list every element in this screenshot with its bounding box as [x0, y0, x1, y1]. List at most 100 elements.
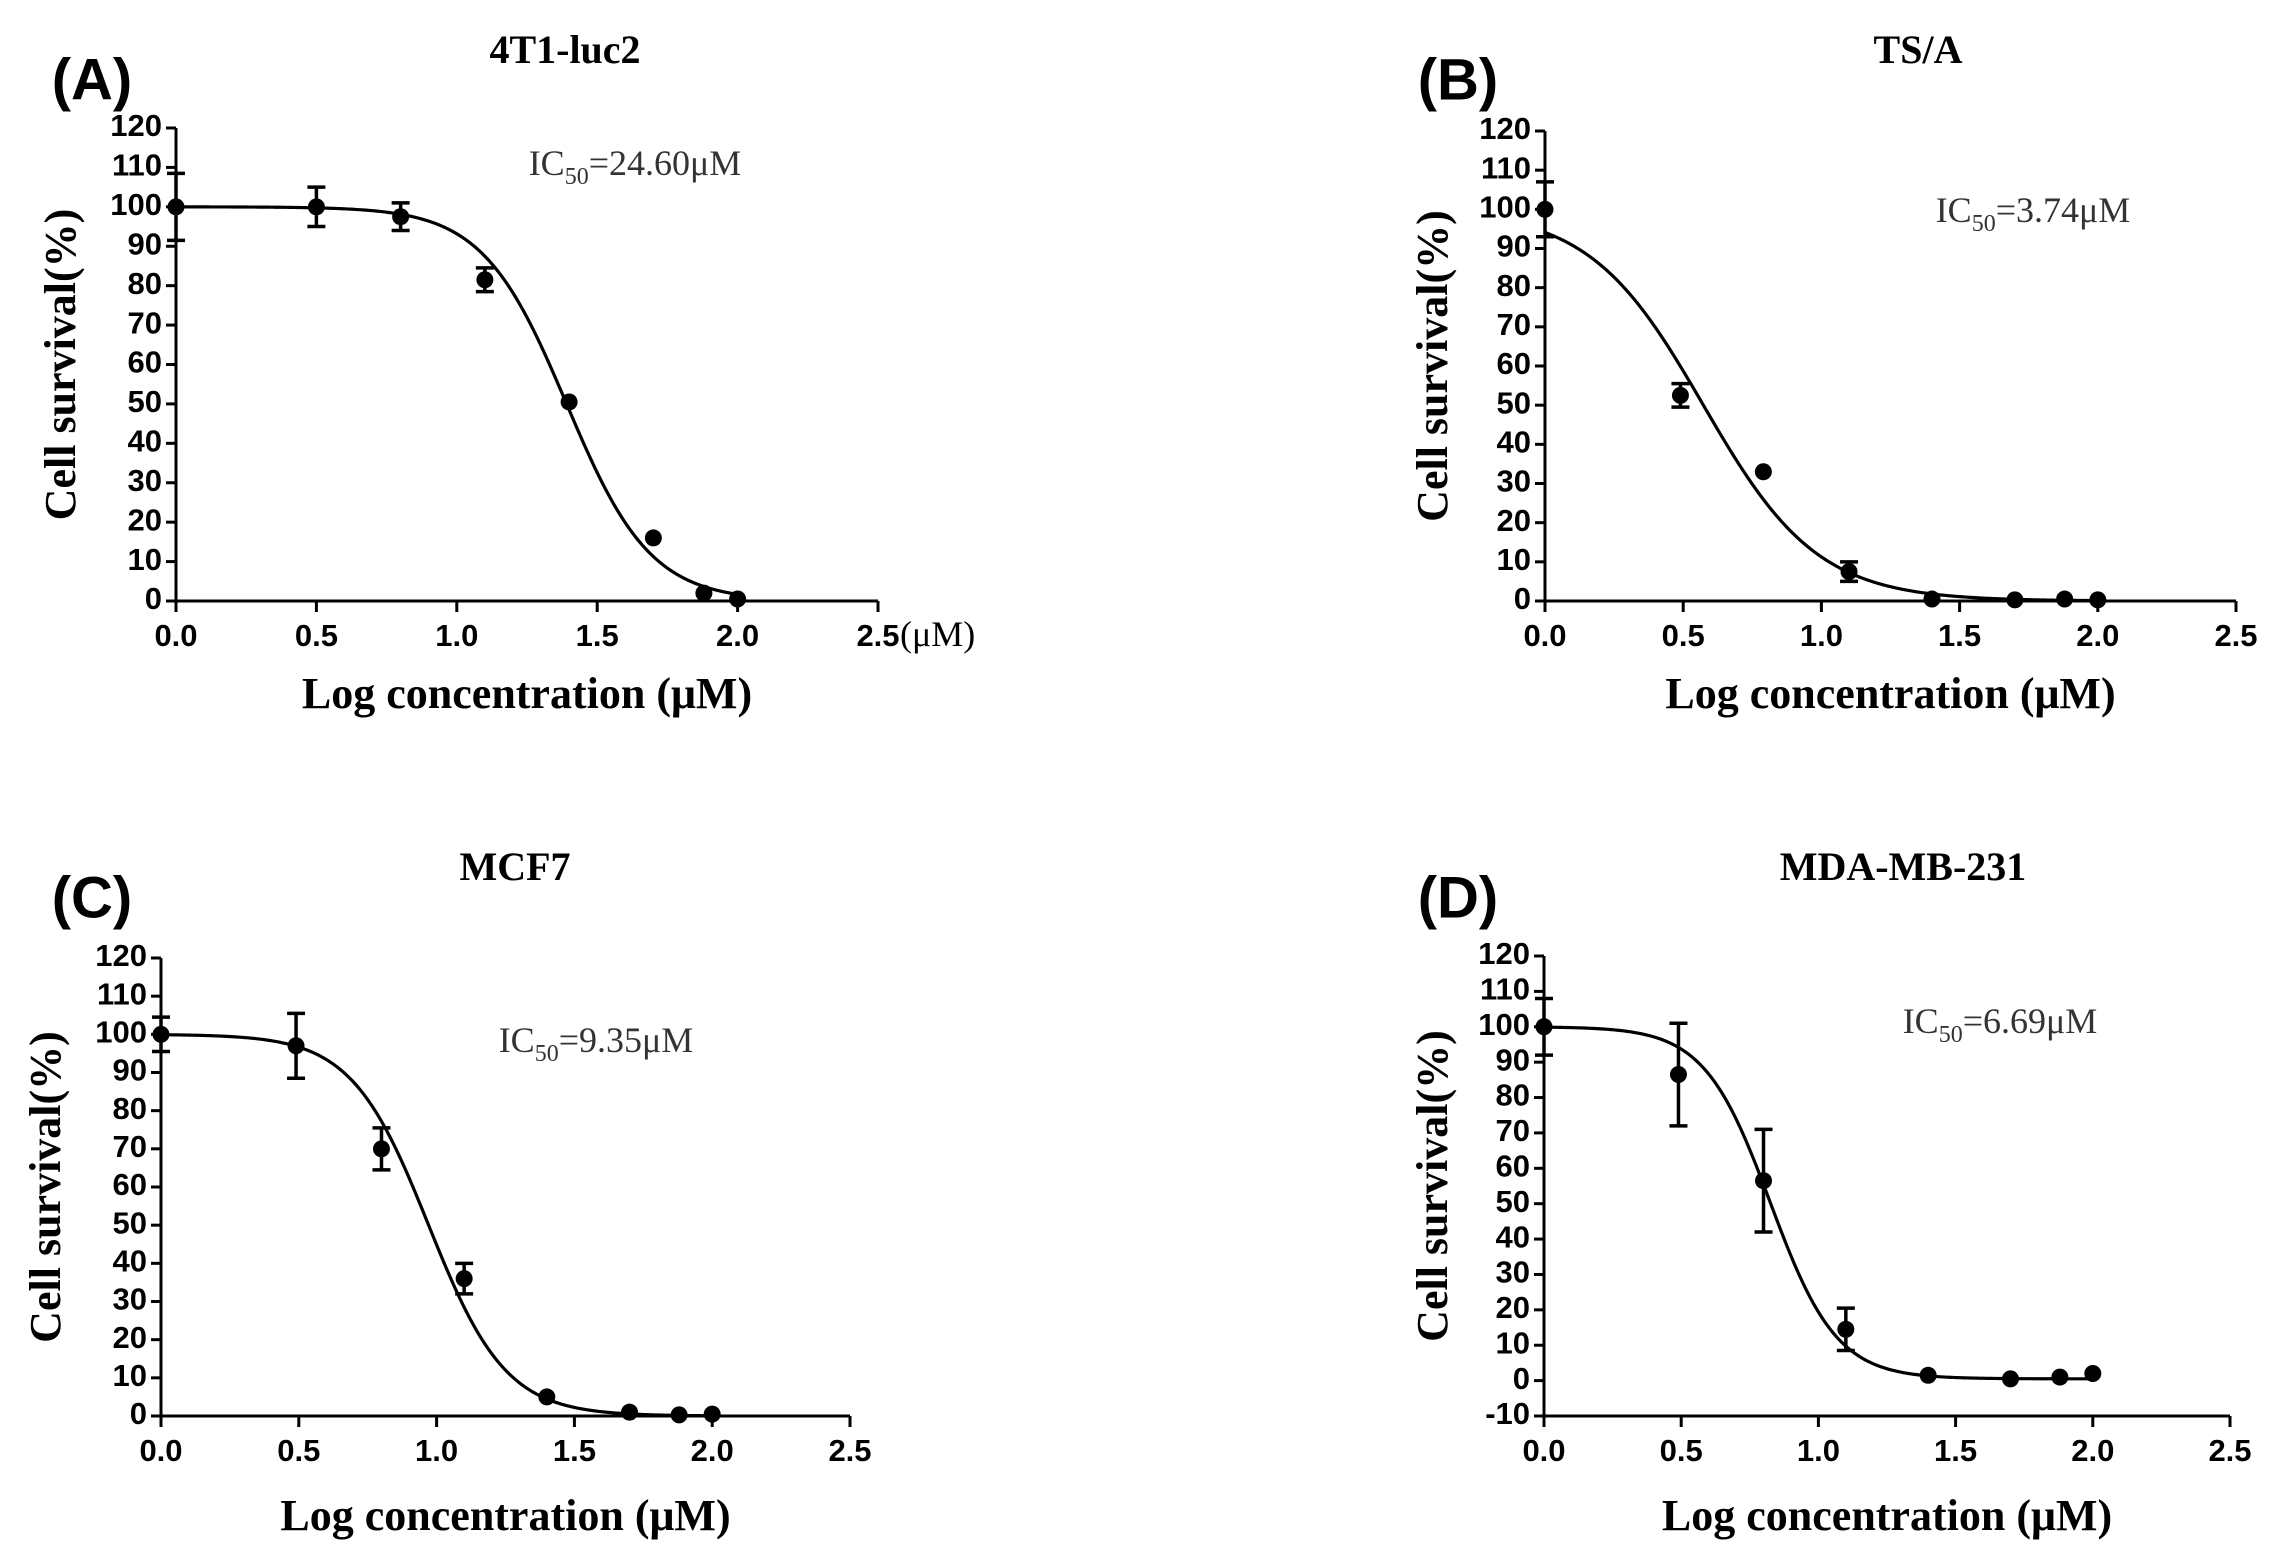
chart-panel-0: (A) 4T1-luc2 0 10 20 30 40 50 60 70 80 90 100 110 120 0… — [36, 27, 975, 718]
y-tick-label: 80 — [113, 1091, 147, 1126]
y-tick-label: 110 — [112, 148, 162, 183]
y-tick-label: 100 — [1478, 1007, 1530, 1042]
x-tick-label: 0.0 — [1523, 618, 1566, 653]
data-point — [2001, 1370, 2019, 1388]
y-tick-label: 20 — [128, 502, 162, 537]
y-tick-label: 10 — [128, 542, 162, 577]
y-tick-label: 0 — [145, 581, 162, 616]
ic50-prefix: IC — [529, 143, 565, 183]
chart-panel-1: (B) TS/A 0 10 20 30 40 50 60 70 80 90 100 110 120 0.0 0.… — [1408, 27, 2257, 718]
panel-label: (B) — [1418, 47, 1499, 112]
x-tick-label: 0.0 — [154, 618, 197, 653]
data-point — [167, 198, 185, 216]
y-tick-label: 30 — [1497, 464, 1531, 499]
data-point — [2051, 1368, 2069, 1386]
y-tick-label: 80 — [1497, 268, 1531, 303]
ic50-annotation: IC50=6.69μM — [1903, 1001, 2098, 1048]
x-tick-label: 2.0 — [716, 618, 759, 653]
x-tick-label: 2.5 — [2214, 618, 2257, 653]
panel-title: MDA-MB-231 — [1780, 844, 2027, 889]
x-tick-label: 1.5 — [1934, 1433, 1977, 1468]
fit-curve — [1544, 230, 2098, 603]
ic50-subscript: 50 — [535, 1041, 559, 1067]
x-tick-label: 1.0 — [415, 1433, 458, 1468]
y-tick-label: 0 — [1513, 1361, 1530, 1396]
data-point — [538, 1388, 556, 1406]
y-tick-label: 120 — [1478, 936, 1530, 971]
x-axis-title: Log concentration (μM) — [1662, 1491, 2112, 1540]
x-tick-label: 2.0 — [2076, 618, 2119, 653]
y-tick-label: 110 — [1481, 150, 1531, 185]
y-tick-label: 80 — [128, 266, 162, 301]
x-tick-label: 0.5 — [295, 618, 338, 653]
y-tick-label: 50 — [1496, 1184, 1530, 1219]
fit-curve — [176, 205, 738, 596]
panel-title: TS/A — [1874, 27, 1963, 72]
y-tick-label: 120 — [110, 108, 162, 143]
y-tick-label: 50 — [1497, 385, 1531, 420]
y-tick-label: 50 — [128, 384, 162, 419]
y-tick-label: 0 — [1514, 581, 1531, 616]
data-point — [670, 1406, 688, 1424]
panel-title: 4T1-luc2 — [489, 27, 640, 72]
x-tick-label: 1.0 — [435, 618, 478, 653]
ic50-subscript: 50 — [1972, 211, 1996, 237]
x-tick-label: 0.5 — [1660, 1433, 1703, 1468]
y-tick-label: 0 — [130, 1396, 147, 1431]
x-tick-label: 0.0 — [139, 1433, 182, 1468]
y-tick-label: 40 — [128, 424, 162, 459]
ic50-annotation: IC50=9.35μM — [499, 1020, 694, 1067]
data-point — [703, 1405, 721, 1423]
y-tick-label: 120 — [95, 938, 147, 973]
y-tick-label: 20 — [1496, 1290, 1530, 1325]
chart-panel-3: (D) MDA-MB-231-10010203040506070809010011… — [1408, 844, 2251, 1540]
x-tick-label: 0.5 — [1662, 618, 1705, 653]
ic50-value: =9.35μM — [559, 1020, 694, 1060]
y-tick-label: 20 — [1497, 503, 1531, 538]
ic50-subscript: 50 — [1939, 1022, 1963, 1048]
y-tick-label: 20 — [113, 1320, 147, 1355]
y-tick-label: 10 — [1497, 542, 1531, 577]
y-tick-label: 30 — [113, 1282, 147, 1317]
data-point — [1840, 563, 1858, 581]
data-point — [392, 208, 410, 226]
data-point — [2006, 591, 2024, 609]
y-tick-label: 70 — [1497, 307, 1531, 342]
ic50-subscript: 50 — [565, 164, 589, 190]
data-point — [1923, 590, 1941, 608]
data-point — [1919, 1366, 1937, 1384]
y-tick-label: 60 — [1497, 346, 1531, 381]
x-tick-label: 1.5 — [1938, 618, 1981, 653]
x-tick-label: 0.5 — [277, 1433, 320, 1468]
panel-label: (A) — [52, 47, 133, 112]
data-point — [2089, 591, 2107, 609]
data-point — [621, 1403, 639, 1421]
y-tick-label: 100 — [95, 1015, 147, 1050]
y-tick-label: -10 — [1485, 1396, 1530, 1431]
panel-label: (C) — [52, 865, 133, 930]
y-axis-title: Cell survival(%) — [21, 1031, 70, 1343]
y-tick-label: 90 — [113, 1053, 147, 1088]
x-tick-label: 1.5 — [553, 1433, 596, 1468]
y-tick-label: 110 — [97, 976, 147, 1011]
y-axis-title: Cell survival(%) — [1408, 210, 1457, 522]
ic50-annotation: IC50=24.60μM — [529, 143, 742, 190]
y-tick-label: 10 — [1496, 1325, 1530, 1360]
data-point — [1535, 1018, 1553, 1036]
y-tick-label: 120 — [1479, 111, 1531, 146]
y-tick-label: 40 — [1497, 425, 1531, 460]
x-tick-label: 2.0 — [691, 1433, 734, 1468]
x-tick-label: 0.0 — [1522, 1433, 1565, 1468]
y-tick-label: 30 — [128, 463, 162, 498]
x-unit-note: (μM) — [900, 614, 975, 654]
y-tick-label: 70 — [113, 1129, 147, 1164]
data-point — [1837, 1320, 1855, 1338]
x-tick-label: 1.0 — [1797, 1433, 1840, 1468]
fit-curve — [1543, 1025, 2093, 1381]
ic50-prefix: IC — [1936, 190, 1972, 230]
y-tick-label: 50 — [113, 1205, 147, 1240]
x-tick-label: 2.5 — [828, 1433, 871, 1468]
y-tick-label: 70 — [1496, 1113, 1530, 1148]
x-axis-title: Log concentration (μM) — [302, 669, 752, 718]
